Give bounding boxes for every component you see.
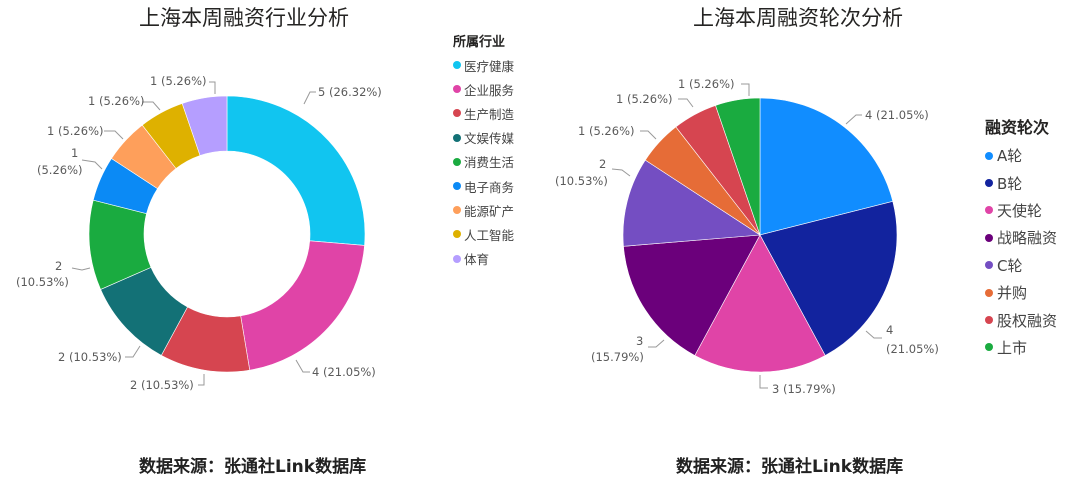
data-label: 1 (5.26%) xyxy=(150,74,206,88)
data-label: (10.53%) xyxy=(555,174,608,188)
data-label: 1 (5.26%) xyxy=(678,77,734,91)
legend-item-industry-5[interactable]: 电子商务 xyxy=(453,174,514,198)
pie-slice-天使轮[interactable] xyxy=(694,234,826,373)
pie-slice-企业服务[interactable] xyxy=(240,240,365,371)
pie-slice-医疗健康[interactable] xyxy=(226,95,366,246)
legend-label: 医疗健康 xyxy=(464,58,515,74)
data-label: 4 (21.05%) xyxy=(865,108,929,122)
industry-donut-chart xyxy=(88,95,366,373)
pie-slice-上市[interactable] xyxy=(715,97,761,236)
legend-dot-icon xyxy=(453,182,461,191)
legend-dot-icon xyxy=(453,133,461,142)
legend-label: 文娱传媒 xyxy=(464,131,515,147)
legend-dot-icon xyxy=(985,343,993,352)
legend-item-round-3[interactable]: 战略融资 xyxy=(985,224,1057,251)
legend-label: 人工智能 xyxy=(464,227,515,243)
data-label: 2 (10.53%) xyxy=(58,350,122,364)
legend-label: 体育 xyxy=(464,252,490,268)
legend-label: B轮 xyxy=(997,174,1023,193)
legend-item-industry-2[interactable]: 生产制造 xyxy=(453,101,514,125)
pie-slice-体育[interactable] xyxy=(181,95,228,156)
legend-label: 股权融资 xyxy=(997,311,1058,330)
industry-legend: 所属行业 医疗健康企业服务生产制造文娱传媒消费生活电子商务能源矿产人工智能体育 xyxy=(453,31,514,271)
legend-label: 天使轮 xyxy=(997,201,1043,220)
legend-dot-icon xyxy=(453,85,461,94)
legend-item-round-1[interactable]: B轮 xyxy=(985,169,1057,196)
legend-title: 所属行业 xyxy=(453,35,506,50)
round-pie-labels: 4 (21.05%) 4 (21.05%) 3 (15.79%) 3 (15.7… xyxy=(555,77,939,396)
legend-label: 企业服务 xyxy=(464,82,515,98)
legend-dot-icon xyxy=(985,179,993,188)
industry-donut-labels: 5 (26.32%) 4 (21.05%) 2 (10.53%) 2 (10.5… xyxy=(16,74,382,392)
legend-item-industry-8[interactable]: 体育 xyxy=(453,247,514,271)
legend-label: 上市 xyxy=(997,338,1028,357)
data-label: (5.26%) xyxy=(37,163,83,177)
pie-slice-C轮[interactable] xyxy=(622,159,761,247)
legend-dot-icon xyxy=(985,233,993,242)
legend-label: A轮 xyxy=(997,147,1023,166)
legend-dot-icon xyxy=(985,288,993,297)
data-label: 2 xyxy=(599,157,606,171)
data-label: 4 (21.05%) xyxy=(312,365,376,379)
pie-slice-战略融资[interactable] xyxy=(623,234,761,356)
right-data-source: 数据来源：张通社Link数据库 xyxy=(676,457,904,477)
legend-item-round-5[interactable]: 并购 xyxy=(985,279,1057,306)
legend-label: 并购 xyxy=(997,284,1028,303)
legend-item-industry-3[interactable]: 文娱传媒 xyxy=(453,126,514,150)
legend-item-round-7[interactable]: 上市 xyxy=(985,334,1057,361)
legend-item-round-4[interactable]: C轮 xyxy=(985,252,1057,279)
legend-dot-icon xyxy=(453,109,461,118)
left-data-source: 数据来源：张通社Link数据库 xyxy=(139,457,367,477)
legend-item-industry-0[interactable]: 医疗健康 xyxy=(453,53,514,77)
legend-label: 战略融资 xyxy=(997,229,1058,248)
data-label: 3 (15.79%) xyxy=(772,382,836,396)
pie-slice-A轮[interactable] xyxy=(759,97,894,236)
legend-item-round-2[interactable]: 天使轮 xyxy=(985,197,1057,224)
legend-item-industry-4[interactable]: 消费生活 xyxy=(453,150,514,174)
round-pie-chart xyxy=(622,97,898,373)
round-legend: 融资轮次 A轮 B轮天使轮战略融资 C轮并购股权融资上市 xyxy=(985,114,1057,361)
data-label: 3 xyxy=(636,334,643,348)
legend-label: 生产制造 xyxy=(464,106,515,122)
legend-dot-icon xyxy=(985,151,993,160)
legend-item-industry-7[interactable]: 人工智能 xyxy=(453,222,514,246)
data-label: 4 xyxy=(886,323,893,337)
data-label: 2 xyxy=(55,259,62,273)
data-label: 1 (5.26%) xyxy=(88,94,144,108)
data-label: 2 (10.53%) xyxy=(130,378,194,392)
legend-dot-icon xyxy=(453,157,461,166)
data-label: 1 xyxy=(71,146,78,160)
legend-label: 能源矿产 xyxy=(464,203,515,219)
legend-item-industry-6[interactable]: 能源矿产 xyxy=(453,198,514,222)
data-label: 1 (5.26%) xyxy=(47,124,103,138)
data-label: 5 (26.32%) xyxy=(318,85,382,99)
data-label: (21.05%) xyxy=(886,342,939,356)
legend-title: 融资轮次 xyxy=(985,118,1050,137)
legend-dot-icon xyxy=(453,230,461,239)
legend-dot-icon xyxy=(453,254,461,263)
data-label: (15.79%) xyxy=(591,350,644,364)
legend-dot-icon xyxy=(453,206,461,215)
legend-item-round-0[interactable]: A轮 xyxy=(985,142,1057,169)
legend-label: C轮 xyxy=(997,256,1023,275)
data-label: 1 (5.26%) xyxy=(616,92,672,106)
legend-item-round-6[interactable]: 股权融资 xyxy=(985,306,1057,333)
legend-label: 消费生活 xyxy=(464,155,515,171)
pie-slice-B轮[interactable] xyxy=(759,201,898,356)
legend-label: 电子商务 xyxy=(464,179,515,195)
legend-dot-icon xyxy=(985,206,993,215)
left-chart-title: 上海本周融资行业分析 xyxy=(139,6,349,30)
legend-dot-icon xyxy=(985,261,993,270)
data-label: (10.53%) xyxy=(16,275,69,289)
legend-dot-icon xyxy=(985,316,993,325)
data-label: 1 (5.26%) xyxy=(578,124,634,138)
legend-item-industry-1[interactable]: 企业服务 xyxy=(453,77,514,101)
right-chart-title: 上海本周融资轮次分析 xyxy=(693,6,903,30)
legend-dot-icon xyxy=(453,61,461,70)
